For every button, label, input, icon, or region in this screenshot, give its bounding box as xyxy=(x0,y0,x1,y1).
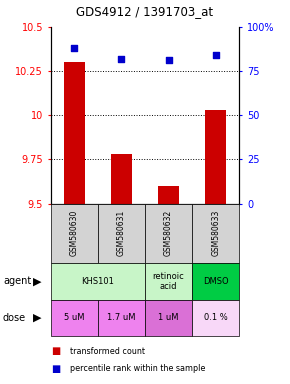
Text: transformed count: transformed count xyxy=(70,347,145,356)
Text: 1.7 uM: 1.7 uM xyxy=(107,313,136,322)
Point xyxy=(166,57,171,63)
Text: dose: dose xyxy=(3,313,26,323)
Bar xyxy=(192,204,239,263)
Text: agent: agent xyxy=(3,276,31,286)
Bar xyxy=(51,263,145,300)
Text: ▶: ▶ xyxy=(33,276,42,286)
Bar xyxy=(205,110,226,204)
Text: retinoic
acid: retinoic acid xyxy=(153,271,184,291)
Bar xyxy=(145,204,192,263)
Bar xyxy=(192,263,239,300)
Bar xyxy=(64,62,85,204)
Bar xyxy=(51,300,98,336)
Text: percentile rank within the sample: percentile rank within the sample xyxy=(70,364,205,373)
Point xyxy=(119,56,124,62)
Text: 0.1 %: 0.1 % xyxy=(204,313,228,322)
Bar xyxy=(51,204,98,263)
Text: ▶: ▶ xyxy=(33,313,42,323)
Text: KHS101: KHS101 xyxy=(81,277,114,286)
Bar xyxy=(145,300,192,336)
Point xyxy=(213,52,218,58)
Point xyxy=(72,45,77,51)
Text: GSM580631: GSM580631 xyxy=(117,210,126,257)
Bar xyxy=(111,154,132,204)
Text: ■: ■ xyxy=(51,364,60,374)
Bar xyxy=(192,300,239,336)
Text: 5 uM: 5 uM xyxy=(64,313,85,322)
Bar xyxy=(145,263,192,300)
Text: DMSO: DMSO xyxy=(203,277,229,286)
Text: GSM580630: GSM580630 xyxy=(70,210,79,257)
Text: GSM580633: GSM580633 xyxy=(211,210,220,257)
Bar xyxy=(98,300,145,336)
Text: 1 uM: 1 uM xyxy=(158,313,179,322)
Text: GSM580632: GSM580632 xyxy=(164,210,173,257)
Bar xyxy=(98,204,145,263)
Bar xyxy=(158,186,179,204)
Text: ■: ■ xyxy=(51,346,60,356)
Text: GDS4912 / 1391703_at: GDS4912 / 1391703_at xyxy=(77,5,213,18)
